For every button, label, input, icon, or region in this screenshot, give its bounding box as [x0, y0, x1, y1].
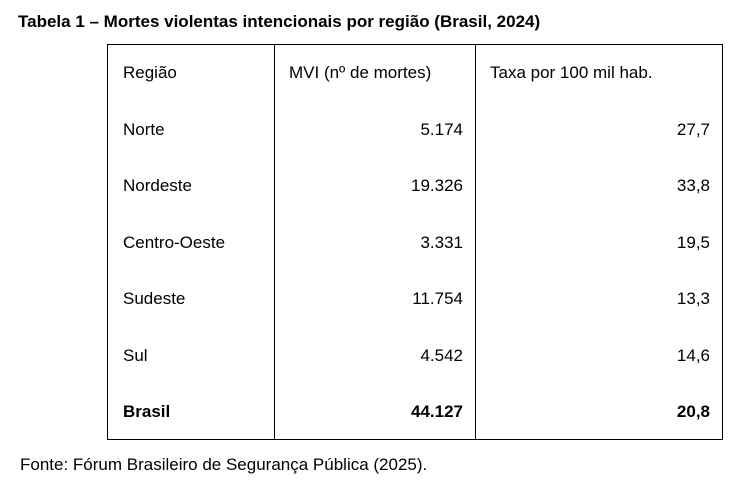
table-row: Nordeste 19.326 33,8: [108, 158, 722, 215]
mvi-cell: 19.326: [411, 176, 463, 196]
data-table: Região MVI (nº de mortes) Taxa por 100 m…: [107, 44, 723, 440]
region-cell: Sul: [123, 345, 148, 365]
header-mvi: MVI (nº de mortes): [289, 63, 432, 83]
header-regiao: Região: [123, 63, 177, 83]
table-row: Centro-Oeste 3.331 19,5: [108, 215, 722, 272]
region-cell: Nordeste: [123, 176, 192, 196]
total-mvi: 44.127: [411, 402, 463, 422]
mvi-cell: 3.331: [420, 232, 463, 252]
mvi-cell: 4.542: [420, 345, 463, 365]
column-divider: [274, 45, 275, 439]
column-divider: [475, 45, 476, 439]
table-row: Sul 4.542 14,6: [108, 328, 722, 385]
region-cell: Norte: [123, 119, 165, 139]
rate-cell: 33,8: [676, 176, 710, 196]
header-taxa: Taxa por 100 mil hab.: [490, 63, 653, 83]
rate-cell: 13,3: [676, 289, 710, 309]
source-note: Fonte: Fórum Brasileiro de Segurança Púb…: [20, 455, 428, 474]
mvi-cell: 5.174: [420, 119, 463, 139]
table-row: Norte 5.174 27,7: [108, 102, 722, 159]
region-cell: Sudeste: [123, 289, 186, 309]
total-rate: 20,8: [676, 402, 710, 422]
total-label: Brasil: [123, 402, 171, 422]
total-row: Brasil 44.127 20,8: [108, 384, 722, 441]
table-title: Tabela 1 – Mortes violentas intencionais…: [18, 12, 541, 31]
rate-cell: 27,7: [676, 119, 710, 139]
header-row: Região MVI (nº de mortes) Taxa por 100 m…: [108, 45, 722, 102]
rate-cell: 19,5: [676, 232, 710, 252]
table-row: Sudeste 11.754 13,3: [108, 271, 722, 328]
region-cell: Centro-Oeste: [123, 232, 226, 252]
mvi-cell: 11.754: [412, 289, 463, 309]
rate-cell: 14,6: [676, 345, 710, 365]
